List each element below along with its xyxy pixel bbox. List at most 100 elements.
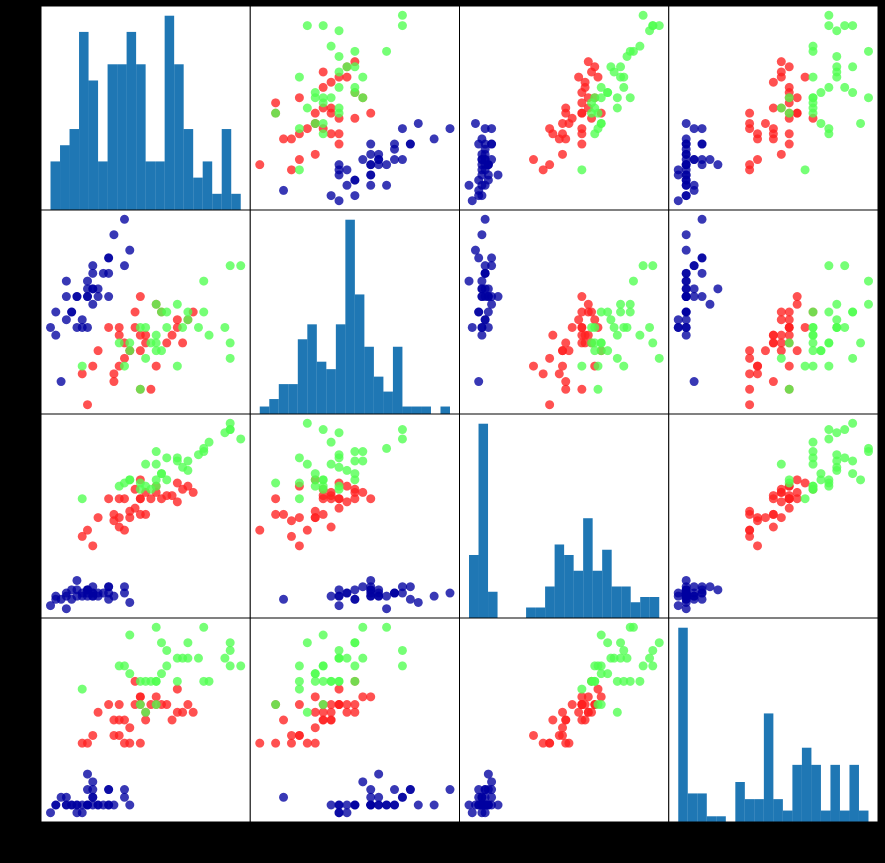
scatter-point [358,456,368,466]
scatter-point [114,481,124,491]
scatter-point [587,67,597,77]
scatter-point [564,346,574,356]
scatter-point [334,676,344,686]
histogram-bar [735,782,745,822]
scatter-point [445,588,455,598]
scatter-point [294,93,304,103]
scatter-point [104,253,114,263]
scatter-point [625,46,635,56]
scatter-point [638,10,648,20]
scatter-point [405,139,415,149]
scatter-point [429,800,439,810]
cell [668,5,879,211]
scatter-point [83,400,92,410]
scatter-point [88,730,98,740]
histogram-bar [754,799,764,822]
scatter-point [188,487,198,497]
scatter-point [183,456,193,466]
scatter-point [302,638,312,648]
scatter-point [334,170,344,180]
scatter-point [294,478,304,488]
scatter-point [56,377,66,387]
scatter-point [172,361,182,371]
scatter-point [800,165,810,175]
scatter-point [310,149,320,159]
scatter-point [445,785,455,795]
scatter-point [697,124,707,134]
scatter-point [840,322,850,332]
scatter-point [397,21,407,31]
scatter-point [824,129,834,139]
scatter-point [480,261,490,271]
scatter-point [199,276,209,286]
histogram-bar [193,177,203,210]
scatter-point [286,738,296,748]
scatter-point [784,315,794,325]
scatter-point [151,459,161,469]
scatter-point [480,268,490,278]
scatter-point [104,292,114,302]
scatter-point [603,88,613,98]
scatter-point [83,525,92,535]
scatter-point [109,230,119,240]
scatter-point [681,575,691,585]
scatter-point [405,594,415,604]
scatter-point [350,707,360,717]
histogram-bar [259,406,270,414]
scatter-point [271,478,281,488]
scatter-point [577,384,587,394]
scatter-point [146,494,156,504]
scatter-point [334,653,344,663]
scatter-point [225,425,235,435]
scatter-point [808,437,818,447]
scatter-point [800,478,810,488]
histogram-bar [811,764,821,822]
scatter-point [125,723,135,733]
scatter-point [648,261,658,271]
scatter-point [114,338,124,348]
scatter-point [467,808,477,818]
scatter-point [528,155,538,165]
scatter-point [77,531,87,541]
scatter-point [350,88,360,98]
scatter-point [318,509,328,519]
scatter-point [800,322,810,332]
scatter-point [119,785,129,795]
scatter-point [548,330,558,340]
scatter-point [554,730,564,740]
histogram-bar [69,129,80,210]
scatter-point [125,597,135,607]
scatter-point [596,118,606,128]
scatter-point [199,622,209,632]
scatter-point [587,307,597,317]
scatter-point [577,292,587,302]
scatter-point [816,118,826,128]
scatter-point [474,800,484,810]
scatter-point [72,575,82,585]
scatter-point [151,447,161,457]
scatter-point [334,484,344,494]
scatter-point [577,98,587,108]
scatter-point [172,478,182,488]
scatter-point [587,676,597,686]
scatter-point [286,134,296,144]
scatter-point [83,800,92,810]
scatter-point [326,459,336,469]
scatter-point [104,785,114,795]
scatter-point [645,322,655,332]
scatter-point [183,653,193,663]
scatter-point [768,77,778,87]
scatter-point [824,361,834,371]
scatter-point [397,10,407,20]
scatter-point [318,67,328,77]
scatter-point [603,307,613,317]
scatter-point [294,124,304,134]
scatter-point [483,322,493,332]
histogram-bar [469,554,479,618]
scatter-point [310,469,320,479]
scatter-point [840,261,850,271]
scatter-point [326,487,336,497]
scatter-point [397,645,407,655]
histogram-bar [630,602,641,618]
scatter-point [545,353,555,363]
